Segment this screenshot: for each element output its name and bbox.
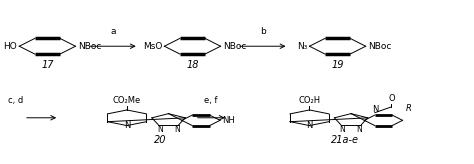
Text: N: N [306, 121, 313, 130]
Text: N₃: N₃ [297, 42, 307, 51]
Text: 20: 20 [154, 135, 166, 145]
Text: NBoc: NBoc [368, 42, 392, 51]
Text: 19: 19 [331, 60, 344, 70]
Text: MsO: MsO [143, 42, 162, 51]
Text: a: a [110, 27, 116, 36]
Text: N: N [372, 105, 378, 114]
Text: NBoc: NBoc [78, 42, 101, 51]
Text: HO: HO [3, 42, 17, 51]
Text: NH: NH [222, 116, 235, 125]
Text: N: N [157, 125, 163, 134]
Text: 18: 18 [186, 60, 199, 70]
Text: O: O [388, 94, 395, 103]
Text: NBoc: NBoc [223, 42, 246, 51]
Text: N: N [124, 121, 130, 130]
Text: CO₂Me: CO₂Me [113, 96, 141, 105]
Text: b: b [260, 27, 265, 36]
Text: 21a-e: 21a-e [330, 135, 359, 145]
Text: c, d: c, d [8, 96, 23, 105]
Text: N: N [174, 125, 180, 134]
Text: N: N [340, 125, 346, 134]
Text: R: R [405, 104, 411, 113]
Text: e, f: e, f [204, 96, 218, 105]
Text: N: N [356, 125, 362, 134]
Text: CO₂H: CO₂H [299, 96, 320, 105]
Text: 17: 17 [41, 60, 54, 70]
